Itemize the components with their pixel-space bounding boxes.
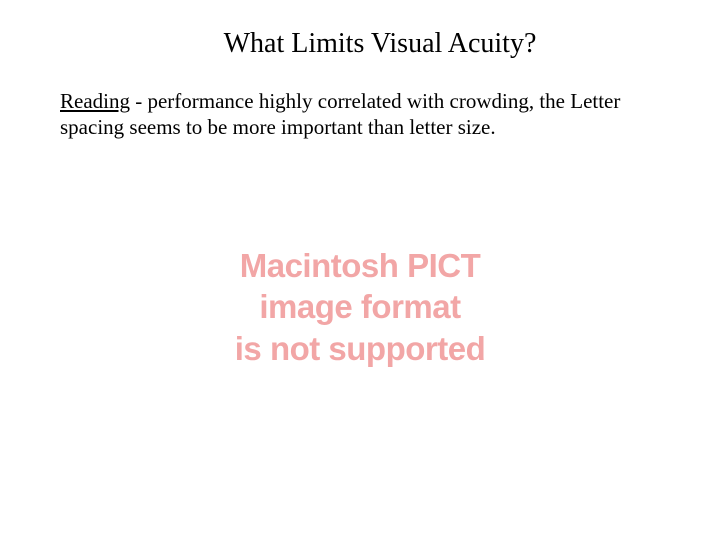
slide-title: What Limits Visual Acuity? [100, 28, 660, 60]
slide-container: What Limits Visual Acuity? Reading - per… [0, 0, 720, 540]
underlined-reading-word: Reading [60, 89, 130, 113]
placeholder-line-2: image format [235, 286, 486, 327]
body-text-rest: - performance highly correlated with cro… [60, 89, 620, 139]
placeholder-line-1: Macintosh PICT [235, 245, 486, 286]
placeholder-line-3: is not supported [235, 328, 486, 369]
slide-body-text: Reading - performance highly correlated … [60, 88, 660, 141]
pict-unsupported-placeholder: Macintosh PICT image format is not suppo… [235, 245, 486, 369]
